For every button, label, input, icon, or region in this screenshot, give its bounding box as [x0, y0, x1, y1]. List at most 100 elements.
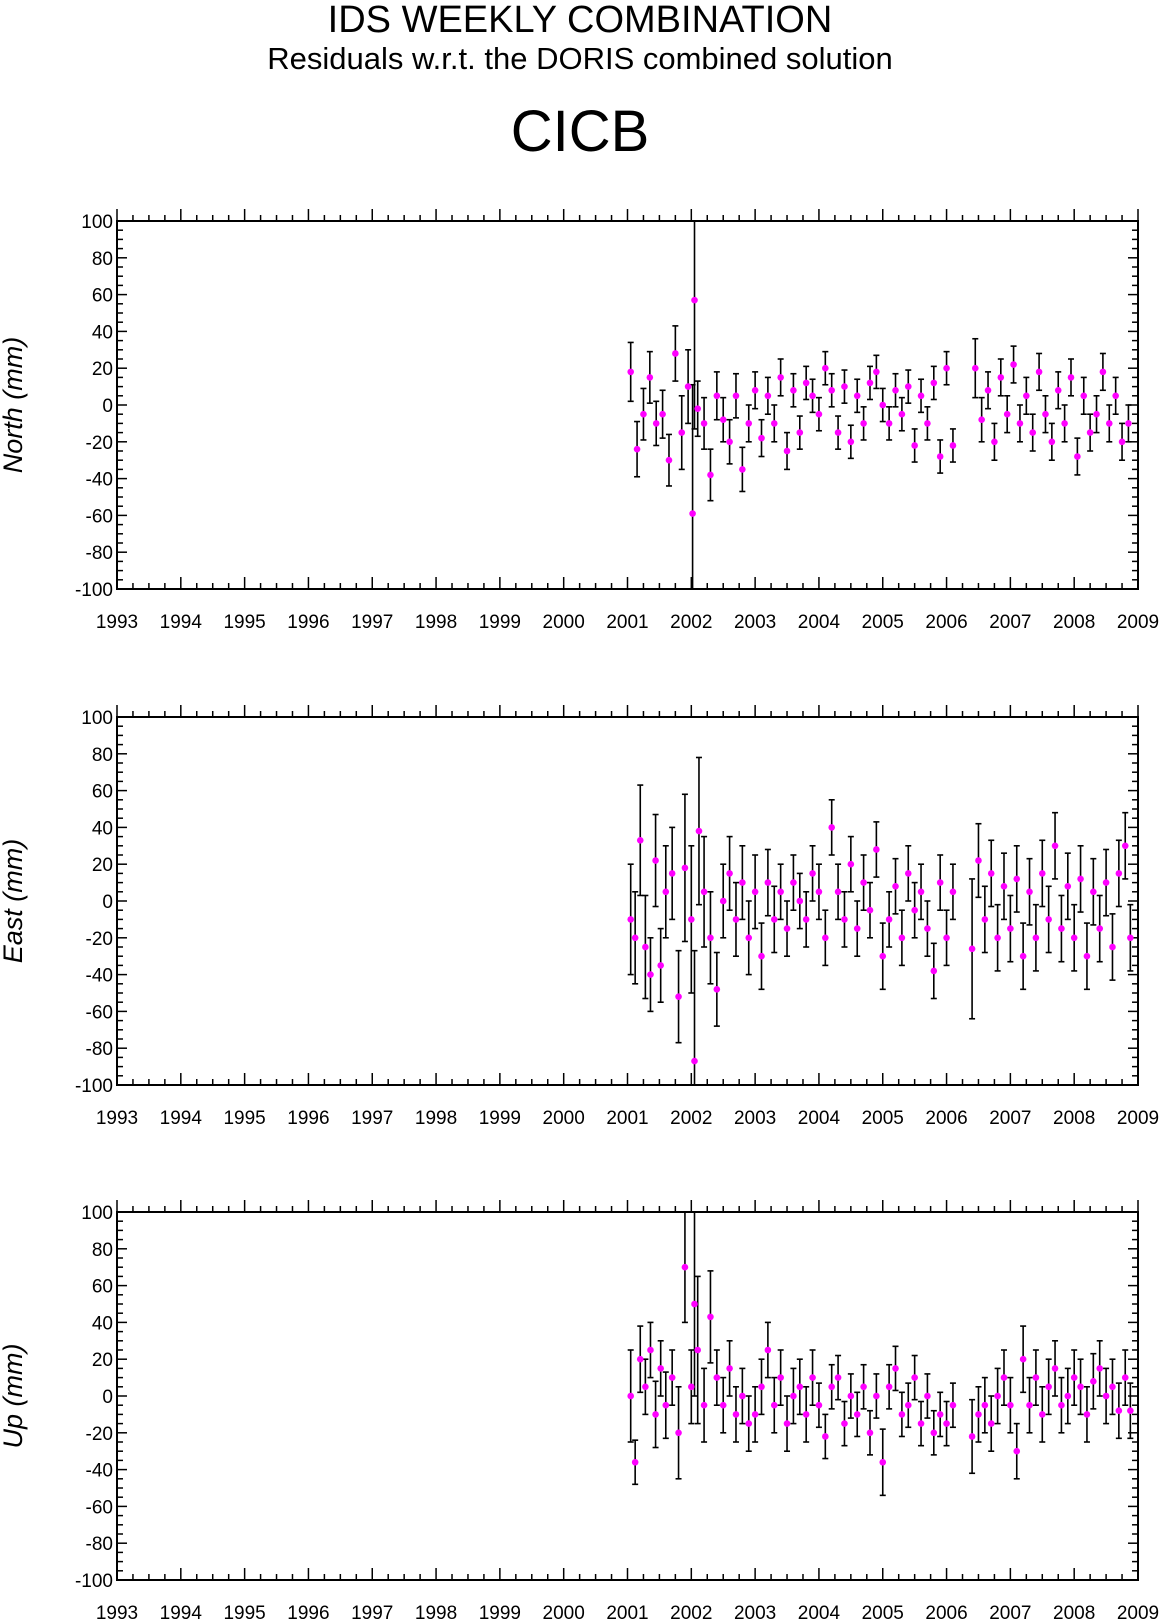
north-data-point [1074, 453, 1081, 460]
north-data-point [1023, 392, 1030, 400]
up-markers [627, 1263, 1134, 1466]
up-data-point [796, 1383, 804, 1391]
up-data-point [1090, 1377, 1097, 1385]
north-data-point [802, 379, 810, 387]
up-data-point [631, 1458, 639, 1466]
east-data-point [911, 906, 918, 914]
up-ytick-label: 0 [102, 1387, 113, 1408]
north-data-point [732, 392, 740, 400]
up-ytick-label: 20 [92, 1350, 113, 1371]
east-data-point [642, 943, 649, 951]
up-data-point [1064, 1392, 1072, 1400]
north-data-point [1086, 429, 1094, 436]
east-xtick-label: 1995 [223, 1108, 265, 1129]
up-data-point [822, 1433, 829, 1440]
east-data-point [1019, 952, 1027, 960]
up-xtick-label: 2007 [989, 1603, 1031, 1621]
up-ytick-label: 40 [92, 1313, 113, 1334]
east-data-point [1013, 875, 1021, 883]
east-data-point [841, 916, 848, 923]
up-data-point [892, 1365, 899, 1372]
east-data-point [1109, 943, 1116, 951]
up-data-point [770, 1401, 778, 1409]
north-data-point [640, 410, 647, 418]
up-data-point [981, 1401, 989, 1409]
up-xtick-label: 1994 [160, 1603, 203, 1621]
up-data-point [847, 1392, 855, 1400]
north-data-point [1010, 361, 1017, 368]
north-ytick-label: -80 [86, 543, 113, 564]
north-data-point [828, 386, 835, 394]
east-xtick-label: 2000 [543, 1108, 585, 1129]
up-data-point [943, 1420, 950, 1427]
up-data-point [647, 1346, 654, 1354]
east-xtick-label: 1993 [96, 1108, 138, 1129]
east-data-point [668, 870, 676, 877]
up-data-point [707, 1313, 714, 1321]
north-xtick-label: 2006 [925, 612, 967, 633]
up-data-point [1077, 1383, 1084, 1391]
north-ytick-label: -20 [86, 433, 113, 454]
up-ytick-label: -60 [86, 1497, 113, 1518]
up-xtick-label: 2005 [862, 1603, 904, 1621]
up-xtick-label: 1997 [351, 1603, 393, 1621]
north-data-point [984, 386, 992, 394]
east-xtick-label: 2004 [798, 1108, 841, 1129]
up-data-point [681, 1263, 689, 1271]
north-xtick-label: 1997 [351, 612, 393, 633]
up-data-point [1070, 1374, 1078, 1381]
north-data-point [777, 374, 784, 381]
up-ytick-label: -40 [86, 1461, 113, 1482]
up-data-point [783, 1420, 791, 1427]
north-data-point [971, 364, 979, 372]
north-data-point [1099, 368, 1107, 376]
up-ytick-label: -100 [75, 1571, 113, 1592]
north-xtick-label: 1994 [160, 612, 203, 633]
north-data-point [1029, 429, 1037, 436]
north-ytick-label: 100 [81, 212, 113, 233]
east-ytick-label: 100 [81, 708, 113, 729]
east-data-point [828, 824, 835, 831]
up-data-point [668, 1374, 676, 1381]
north-data-point [892, 386, 899, 394]
east-data-point [981, 916, 989, 923]
north-data-point [822, 364, 829, 372]
east-data-point [790, 879, 797, 886]
east-data-point [770, 916, 778, 923]
east-data-point [681, 864, 689, 872]
east-xtick-label: 1994 [160, 1108, 203, 1129]
north-panel: 100 80 60 40 20 0 -20 -40 -60 -80 -100 1993 1994 1995… [0, 209, 1159, 633]
up-data-point [790, 1392, 797, 1400]
east-data-point [631, 934, 639, 942]
north-data-point [726, 438, 733, 446]
east-ytick-label: -20 [86, 929, 113, 950]
north-data-point [691, 296, 698, 304]
up-data-point [1007, 1401, 1014, 1409]
east-data-point [700, 888, 708, 896]
north-data-point [1118, 438, 1126, 446]
up-data-point [652, 1411, 659, 1418]
up-data-point [1000, 1374, 1008, 1381]
north-data-point [853, 392, 861, 400]
east-xtick-label: 1996 [287, 1108, 329, 1129]
north-xtick-label: 2000 [543, 612, 585, 633]
north-data-point [841, 383, 848, 390]
north-data-point [815, 410, 823, 418]
up-xtick-label: 2000 [543, 1603, 585, 1621]
up-data-point [1102, 1392, 1110, 1400]
up-data-point [898, 1411, 906, 1418]
east-data-point [796, 897, 804, 905]
north-data-point [713, 392, 721, 400]
north-data-point [783, 447, 791, 455]
up-data-point [1051, 1365, 1059, 1372]
east-data-point [917, 888, 925, 896]
up-data-point [662, 1401, 670, 1409]
up-xtick-label: 2002 [670, 1603, 712, 1621]
east-markers [627, 824, 1134, 1065]
east-xtick-label: 2009 [1117, 1108, 1159, 1129]
east-xtick-label: 2007 [989, 1108, 1031, 1129]
up-ytick-label: 80 [92, 1240, 113, 1261]
east-ytick-label: 40 [92, 818, 113, 839]
up-data-point [834, 1374, 842, 1381]
